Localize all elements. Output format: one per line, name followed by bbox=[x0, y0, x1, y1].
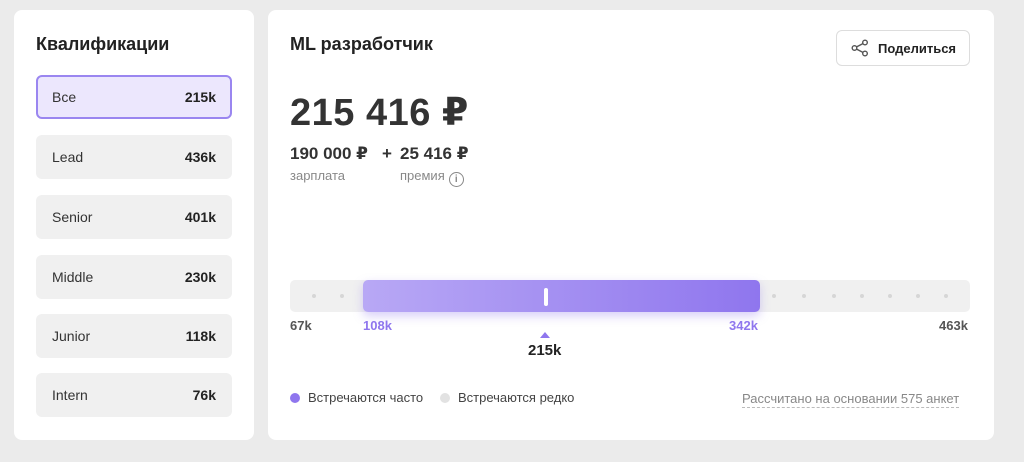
qualification-label: Все bbox=[52, 89, 77, 105]
track-dot bbox=[312, 294, 316, 298]
track-dot bbox=[340, 294, 344, 298]
qualification-junior[interactable]: Junior 118k bbox=[36, 314, 232, 358]
median-arrow-icon bbox=[540, 332, 550, 338]
legend-rare: Встречаются редко bbox=[440, 390, 574, 405]
track-dot bbox=[944, 294, 948, 298]
salary-label: зарплата bbox=[290, 168, 346, 183]
track-dot bbox=[772, 294, 776, 298]
qualification-value: 436k bbox=[184, 149, 216, 165]
qualification-lead[interactable]: Lead 436k bbox=[36, 135, 232, 179]
range-max-label: 463k bbox=[939, 318, 968, 333]
track-dot bbox=[860, 294, 864, 298]
qualification-value: 118k bbox=[185, 328, 216, 344]
qualification-label: Lead bbox=[52, 149, 84, 165]
track-dot bbox=[832, 294, 836, 298]
median-label: 215k bbox=[528, 342, 562, 359]
qualification-value: 230k bbox=[184, 269, 216, 285]
salary-range-frequent bbox=[363, 280, 760, 312]
track-dot bbox=[802, 294, 806, 298]
share-button[interactable]: Поделиться bbox=[836, 30, 970, 66]
qualification-value: 76k bbox=[192, 387, 216, 403]
legend-rare-dot bbox=[440, 392, 450, 403]
total-salary: 215 416 ₽ bbox=[290, 92, 469, 134]
salary-range-track bbox=[290, 280, 970, 312]
median-marker bbox=[544, 288, 548, 306]
qualification-label: Intern bbox=[52, 387, 88, 403]
qualification-label: Senior bbox=[52, 209, 93, 225]
qualification-senior[interactable]: Senior 401k bbox=[36, 195, 232, 239]
info-icon[interactable]: i bbox=[448, 172, 464, 187]
track-dot bbox=[888, 294, 892, 298]
legend-frequent-label: Встречаются часто bbox=[308, 390, 424, 405]
track-dot bbox=[916, 294, 920, 298]
qualification-label: Junior bbox=[52, 328, 91, 344]
qualification-all[interactable]: Все 215k bbox=[36, 75, 232, 119]
job-title: ML разработчик bbox=[290, 34, 433, 54]
share-label: Поделиться bbox=[877, 40, 957, 56]
range-high-label: 342k bbox=[729, 318, 758, 333]
qualification-value: 401k bbox=[184, 209, 216, 225]
share-icon bbox=[850, 38, 870, 58]
qualification-value: 215k bbox=[184, 89, 216, 105]
range-low-label: 108k bbox=[363, 318, 392, 333]
qualification-middle[interactable]: Middle 230k bbox=[36, 255, 232, 299]
qualifications-panel: Квалификации Все 215k Lead 436k Senior 4… bbox=[14, 10, 254, 440]
salary-panel: ML разработчик Поделиться 215 416 ₽ 190 … bbox=[268, 10, 994, 440]
legend-frequent: Встречаются часто bbox=[290, 390, 423, 405]
qualifications-title: Квалификации bbox=[36, 34, 170, 54]
legend-rare-label: Встречаются редко bbox=[458, 390, 575, 405]
range-min-label: 67k bbox=[290, 318, 312, 333]
basis-note[interactable]: Рассчитано на основании 575 анкет bbox=[742, 391, 960, 408]
bonus-value: 25 416 ₽ bbox=[400, 144, 469, 163]
legend-frequent-dot bbox=[290, 392, 300, 403]
qualification-label: Middle bbox=[52, 269, 94, 285]
plus-sign: + bbox=[382, 144, 392, 163]
qualification-intern[interactable]: Intern 76k bbox=[36, 373, 232, 417]
bonus-label-wrap: премия i bbox=[400, 168, 464, 187]
salary-value: 190 000 ₽ bbox=[290, 144, 369, 163]
bonus-label: премия bbox=[400, 168, 445, 183]
